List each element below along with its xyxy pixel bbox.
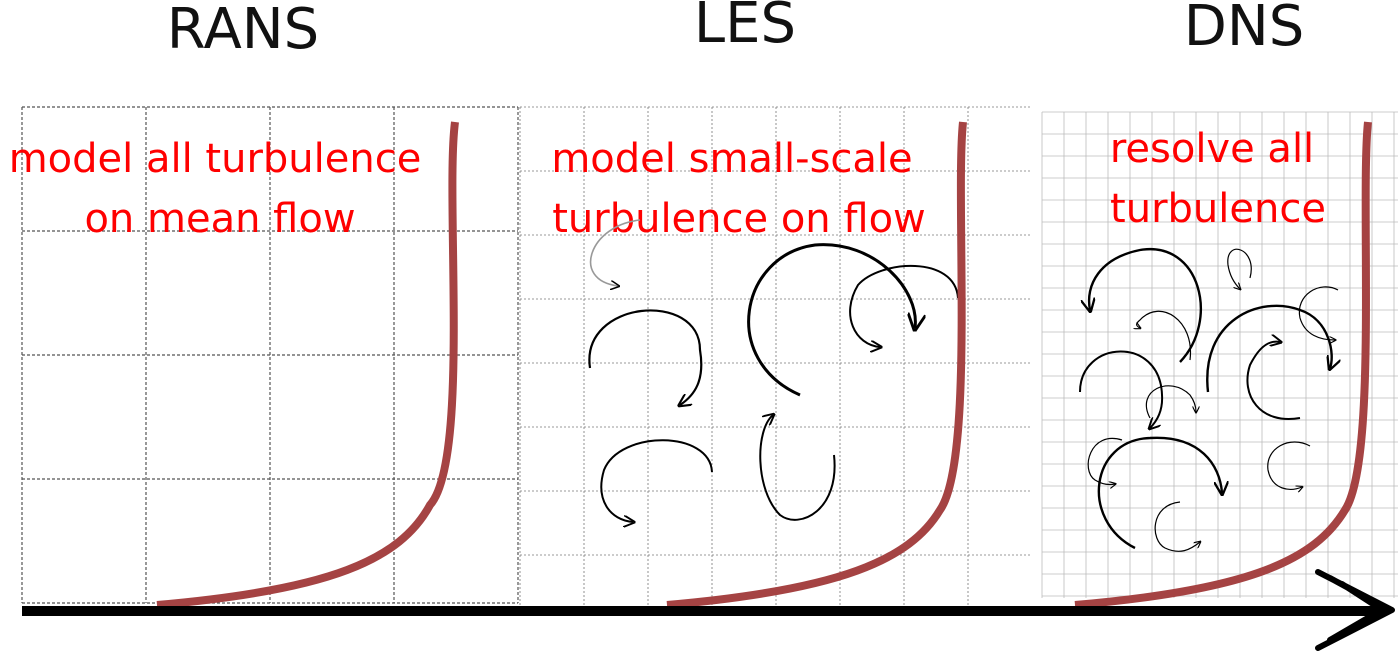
les-eddy-left: [588, 309, 703, 405]
les-eddy-small-grey: [589, 219, 641, 286]
dns-title: DNS: [1184, 0, 1305, 59]
rans-description-line-1: model all turbulence: [9, 136, 422, 182]
rans-description-line-2: on mean flow: [84, 196, 355, 242]
dns-eddy-4: [1298, 286, 1339, 340]
dns-eddy-12: [1154, 501, 1200, 552]
dns-eddy-3: [1137, 310, 1192, 361]
les-eddies: [588, 219, 959, 522]
les-panel: LES model small-scale turbulence on flow: [519, 0, 1030, 612]
rans-title: RANS: [167, 0, 319, 62]
dns-description-line-1: resolve all: [1110, 126, 1314, 172]
dns-eddy-6: [1079, 350, 1164, 428]
dns-eddies: [1079, 247, 1339, 552]
dns-eddy-8: [1246, 342, 1301, 421]
dns-description-line-2: turbulence: [1110, 186, 1326, 232]
dns-eddy-2: [1227, 248, 1252, 289]
rans-velocity-profile: [156, 121, 459, 609]
les-eddy-large: [747, 243, 916, 397]
rans-grid: [21, 106, 519, 604]
dns-eddy-11: [1267, 441, 1311, 489]
les-title: LES: [694, 0, 796, 56]
dns-eddy-10: [1087, 437, 1123, 484]
dns-velocity-profile: [1074, 121, 1372, 609]
axis-arrowhead: [1315, 569, 1395, 651]
dns-panel: DNS resolve all turbulence: [1041, 0, 1398, 609]
les-velocity-profile: [666, 121, 967, 609]
dns-eddy-5: [1206, 304, 1331, 393]
dns-eddy-9: [1097, 436, 1222, 550]
les-eddy-vertical: [759, 415, 836, 521]
les-description-line-2: turbulence on flow: [552, 196, 926, 242]
les-eddy-lower-left: [600, 439, 713, 522]
les-eddy-right: [849, 264, 959, 347]
les-description-line-1: model small-scale: [551, 136, 912, 182]
les-grid: [519, 106, 1030, 612]
dns-grid: [1041, 111, 1398, 598]
dns-eddy-7: [1145, 385, 1196, 419]
rans-panel: RANS model all turbulence on mean flow: [9, 0, 519, 609]
wall-axis: [22, 569, 1395, 651]
dns-eddy-1: [1089, 247, 1202, 363]
